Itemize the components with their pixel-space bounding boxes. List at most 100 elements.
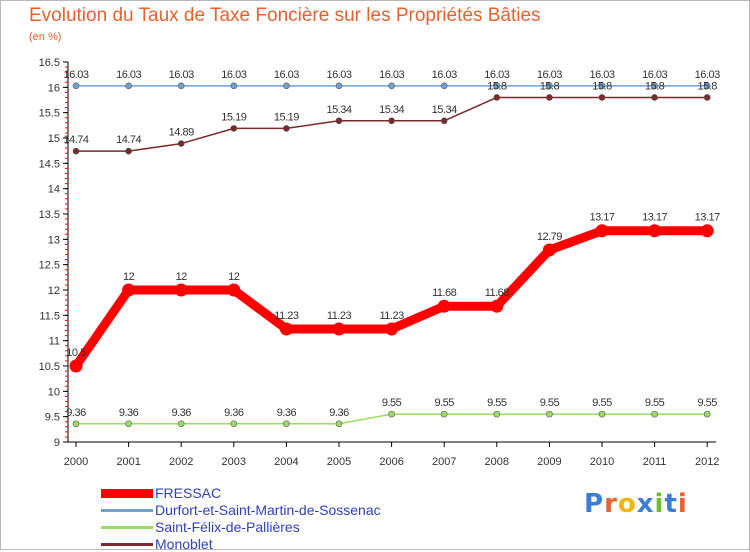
data-label: 9.55: [487, 397, 507, 409]
data-label: 11.68: [485, 287, 510, 299]
x-tick-label: 2005: [327, 456, 351, 468]
data-point: [177, 420, 185, 428]
x-tick-label: 2009: [537, 456, 561, 468]
data-point: [174, 283, 188, 297]
data-label: 11.23: [327, 310, 352, 322]
data-label: 9.36: [119, 407, 139, 419]
y-tick-label: 11.5: [39, 310, 60, 322]
legend-swatch: [101, 526, 153, 529]
data-label: 9.55: [592, 397, 612, 409]
data-label: 16.03: [116, 69, 141, 81]
data-label: 12: [176, 271, 188, 283]
data-label: 16.03: [589, 69, 614, 81]
data-point: [125, 420, 132, 428]
data-label: 14.74: [116, 134, 141, 146]
data-label: 14.74: [63, 134, 88, 146]
y-tick-label: 10.5: [39, 361, 60, 373]
x-tick-label: 2012: [695, 456, 719, 468]
chart-title: Evolution du Taux de Taxe Foncière sur l…: [29, 5, 541, 26]
data-point: [125, 147, 132, 155]
data-label: 16.03: [642, 69, 667, 81]
legend-swatch: [101, 489, 153, 498]
data-point: [493, 94, 501, 101]
data-label: 9.55: [645, 397, 665, 409]
logo-letter: t: [664, 489, 678, 519]
logo-letter: i: [654, 489, 665, 519]
y-tick-label: 16: [48, 82, 60, 94]
data-point: [283, 420, 290, 428]
data-label: 16.03: [63, 69, 88, 81]
y-tick-label: 14.5: [39, 158, 60, 170]
data-point: [72, 420, 80, 428]
data-point: [542, 243, 556, 257]
data-point: [283, 82, 290, 90]
logo-letter: P: [584, 489, 605, 519]
data-label: 15.8: [540, 80, 560, 92]
chart-subtitle: (en %): [29, 31, 62, 43]
data-point: [230, 420, 238, 428]
data-label: 9.36: [329, 407, 349, 419]
legend-swatch: [101, 543, 153, 546]
y-tick-label: 12: [48, 285, 60, 297]
data-point: [546, 82, 553, 90]
data-label: 16.03: [326, 69, 351, 81]
y-tick-label: 11: [49, 336, 60, 348]
data-point: [122, 283, 136, 297]
proxiti-logo: Proxiti: [584, 489, 688, 519]
data-label: 9.36: [277, 407, 297, 419]
legend-label: Monoblet: [155, 536, 213, 552]
y-tick-label: 12.5: [39, 260, 60, 272]
data-label: 9.36: [66, 407, 86, 419]
x-tick-label: 2000: [64, 456, 88, 468]
y-tick-label: 14: [48, 184, 60, 196]
data-point: [651, 94, 658, 101]
data-label: 13.17: [589, 212, 614, 224]
data-label: 9.55: [382, 397, 402, 409]
data-label: 11.23: [379, 310, 404, 322]
logo-letter: i: [677, 489, 688, 519]
data-point: [703, 82, 711, 90]
data-point: [279, 322, 293, 336]
y-tick-label: 15: [48, 133, 60, 145]
data-label: 9.36: [171, 407, 191, 419]
data-point: [388, 117, 395, 125]
data-label: 16.03: [695, 69, 720, 81]
data-label: 15.34: [432, 104, 457, 116]
data-label: 16.03: [274, 69, 299, 81]
data-label: 16.03: [484, 69, 509, 81]
data-point: [332, 322, 346, 336]
x-tick-label: 2008: [485, 456, 509, 468]
data-point: [651, 82, 658, 90]
data-point: [546, 94, 553, 101]
series-line-0: [71, 226, 712, 371]
data-label: 15.8: [592, 80, 612, 92]
data-point: [283, 125, 290, 132]
data-point: [227, 283, 241, 297]
logo-letter: o: [617, 489, 637, 519]
y-tick-label: 13.5: [39, 209, 60, 221]
x-tick-label: 2011: [643, 456, 667, 468]
data-point: [440, 410, 448, 418]
data-point: [388, 410, 395, 418]
legend-label: FRESSAC: [155, 485, 222, 501]
data-point: [335, 117, 343, 125]
data-point: [335, 420, 343, 428]
y-tick-label: 9: [54, 437, 60, 449]
data-label: 15.8: [645, 80, 665, 92]
data-label: 15.34: [326, 104, 351, 116]
data-label: 9.36: [224, 407, 244, 419]
data-point: [648, 224, 662, 238]
data-point: [125, 82, 132, 90]
data-point: [437, 299, 451, 313]
data-point: [703, 410, 711, 418]
x-tick-label: 2002: [169, 456, 193, 468]
data-label: 9.55: [434, 397, 454, 409]
logo-letter: r: [604, 489, 618, 519]
x-tick-label: 2006: [379, 456, 403, 468]
data-point: [388, 82, 395, 90]
legend-swatch: [101, 509, 153, 512]
data-label: 14.89: [169, 127, 194, 139]
y-tick-label: 9.5: [45, 412, 60, 424]
data-label: 16.03: [221, 69, 246, 81]
